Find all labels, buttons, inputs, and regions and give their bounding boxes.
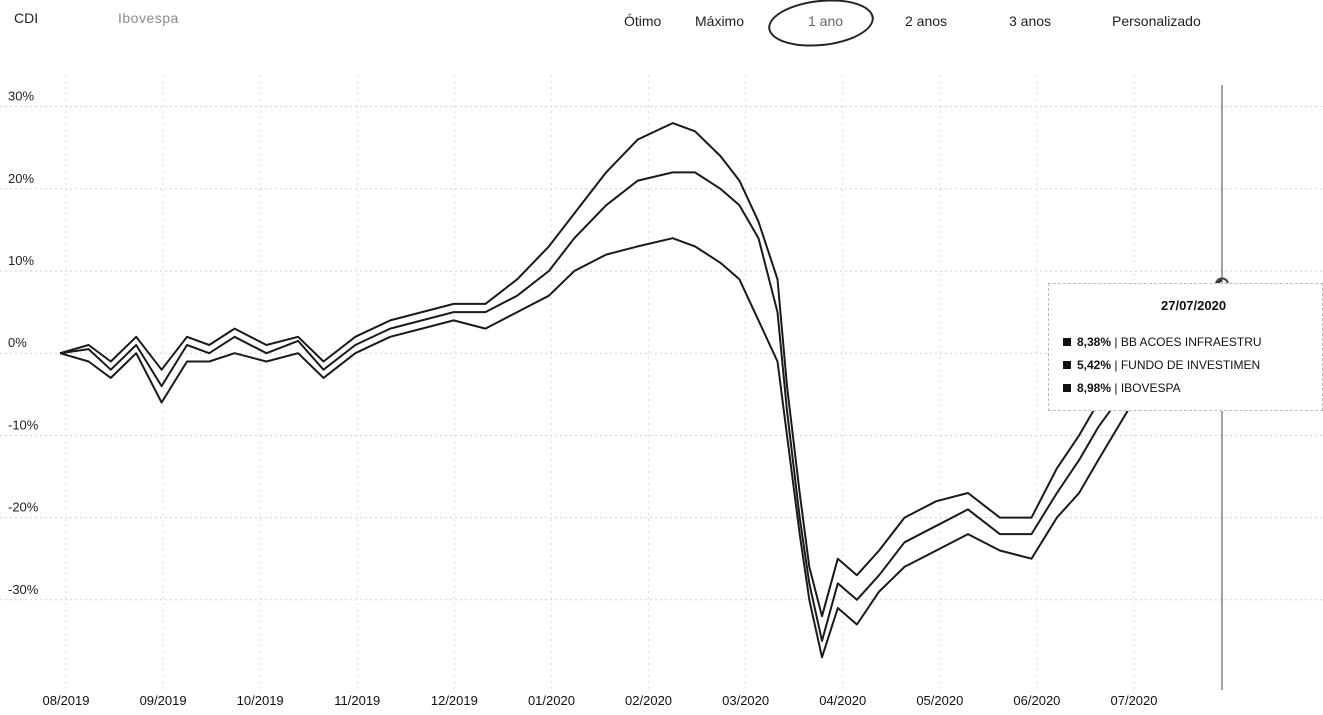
compare-tag-cdi[interactable]: CDI <box>14 10 39 26</box>
period-personalizado[interactable]: Personalizado <box>1112 13 1201 29</box>
series-line <box>59 171 1223 642</box>
x-tick-label: 09/2019 <box>140 693 187 708</box>
tooltip-row: 5,42% | FUNDO DE INVESTIMEN <box>1063 358 1323 372</box>
y-tick-label: -30% <box>8 582 39 597</box>
series-swatch-icon <box>1063 338 1071 346</box>
tooltip-row: 8,38% | BB ACOES INFRAESTRU <box>1063 335 1323 349</box>
hover-tooltip: 27/07/2020 8,38% | BB ACOES INFRAESTRU 5… <box>1048 283 1323 411</box>
series-swatch-icon <box>1063 361 1071 369</box>
y-tick-label: 10% <box>8 253 34 268</box>
y-tick-label: 30% <box>8 89 34 104</box>
x-tick-label: 03/2020 <box>722 693 769 708</box>
period-maximo[interactable]: Máximo <box>695 13 745 29</box>
period-2-anos[interactable]: 2 anos <box>905 13 948 29</box>
x-axis-ticks: 08/2019 09/2019 10/2019 11/2019 12/2019 01/20… <box>43 693 1158 708</box>
chart-header: CDI Ibovespa Ótimo Máximo 1 ano 2 anos 3… <box>0 0 1323 52</box>
y-tick-label: -10% <box>8 417 39 432</box>
x-tick-label: 01/2020 <box>528 693 575 708</box>
period-1-ano[interactable]: 1 ano <box>808 13 844 29</box>
series-line <box>59 122 1223 618</box>
series-lines <box>59 122 1223 659</box>
compare-tag-ibovespa[interactable]: Ibovespa <box>118 10 179 26</box>
x-tick-label: 10/2019 <box>237 693 284 708</box>
y-tick-label: 20% <box>8 171 34 186</box>
tooltip-row: 8,98% | IBOVESPA <box>1063 381 1323 395</box>
x-tick-label: 04/2020 <box>819 693 866 708</box>
x-tick-label: 05/2020 <box>916 693 963 708</box>
period-otimo[interactable]: Ótimo <box>624 13 662 29</box>
x-tick-label: 07/2020 <box>1111 693 1158 708</box>
y-tick-label: -20% <box>8 500 39 515</box>
y-axis-ticks: 30% 20% 10% 0% -10% -20% -30% <box>8 89 39 597</box>
x-tick-label: 06/2020 <box>1013 693 1060 708</box>
x-tick-label: 02/2020 <box>625 693 672 708</box>
y-tick-label: 0% <box>8 335 27 350</box>
x-tick-label: 08/2019 <box>43 693 90 708</box>
x-tick-label: 12/2019 <box>431 693 478 708</box>
series-line <box>59 237 1223 659</box>
chart-grid <box>0 75 1323 690</box>
series-swatch-icon <box>1063 384 1071 392</box>
period-3-anos[interactable]: 3 anos <box>1009 13 1052 29</box>
tooltip-date: 27/07/2020 <box>1161 298 1227 313</box>
x-tick-label: 11/2019 <box>334 693 380 708</box>
